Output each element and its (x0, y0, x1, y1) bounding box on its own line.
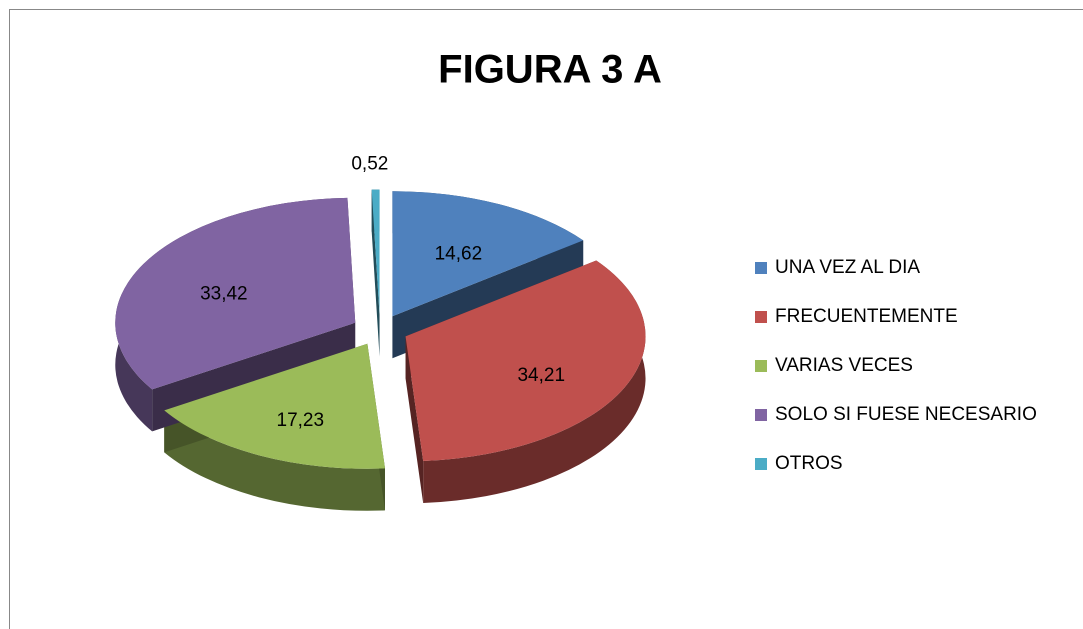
legend-label: VARIAS VECES (775, 355, 913, 376)
legend-swatch (755, 262, 767, 274)
legend-label: SOLO SI FUESE NECESARIO (775, 404, 1037, 425)
data-label: 0,52 (351, 154, 388, 175)
slice-side (371, 189, 380, 357)
slice (115, 197, 356, 390)
legend-label: UNA VEZ AL DIA (775, 257, 920, 278)
slice (164, 343, 386, 469)
slice (392, 191, 584, 317)
slice-side (392, 191, 584, 359)
legend-swatch (755, 409, 767, 421)
legend-swatch (755, 458, 767, 470)
chart-title: FIGURA 3 A (438, 48, 662, 92)
data-label: 17,23 (277, 410, 325, 431)
legend-label: FRECUENTEMENTE (775, 306, 958, 327)
slice (371, 189, 380, 315)
data-label: 33,42 (200, 283, 248, 304)
legend-swatch (755, 360, 767, 372)
slice-tops (115, 189, 646, 469)
slice-side (164, 410, 386, 511)
slice (405, 260, 646, 461)
slice-side (423, 260, 646, 503)
data-label: 14,62 (435, 244, 483, 265)
legend-swatch (755, 311, 767, 323)
data-label: 34,21 (517, 365, 565, 386)
legend-label: OTROS (775, 453, 843, 474)
